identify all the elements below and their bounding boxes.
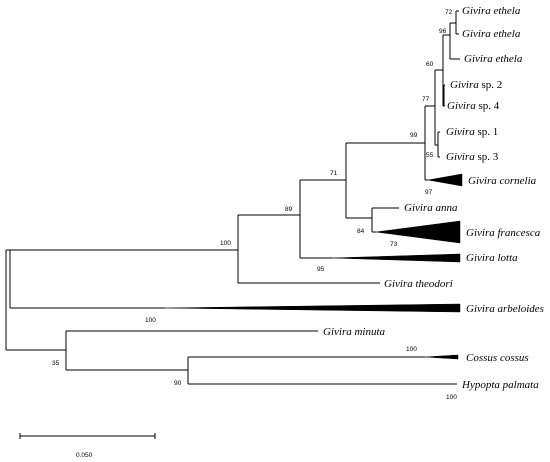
support-value-77: 77 xyxy=(422,96,430,103)
taxon-label-francesca: Givira francesca xyxy=(466,227,541,239)
support-value-35: 35 xyxy=(52,360,60,367)
scale-bar-label: 0.050 xyxy=(76,452,93,459)
scale-bar: 0.050 xyxy=(19,433,156,459)
taxon-label-sp4: Givira sp. 4 xyxy=(447,100,500,112)
taxon-label-ethela-1: Givira ethela xyxy=(462,5,521,17)
support-value-89: 89 xyxy=(285,206,293,213)
taxon-label-sp1: Givira sp. 1 xyxy=(446,126,498,138)
support-value-100-arbeloides: 100 xyxy=(145,317,156,324)
support-value-96: 96 xyxy=(439,28,447,35)
taxon-label-cornelia: Givira cornelia xyxy=(468,175,537,187)
taxon-label-cossus: Cossus cossus xyxy=(466,352,529,364)
support-value-100-root: 100 xyxy=(220,240,231,247)
support-value-84: 84 xyxy=(357,228,365,235)
support-value-60: 60 xyxy=(426,61,434,68)
taxon-label-sp2: Givira sp. 2 xyxy=(450,79,502,91)
collapsed-clades xyxy=(164,173,463,360)
support-value-100-cossus: 100 xyxy=(406,346,417,353)
clade-arbeloides xyxy=(164,303,461,313)
support-value-90: 90 xyxy=(174,380,182,387)
clade-lotta xyxy=(331,253,461,263)
scale-bar-line xyxy=(19,433,156,439)
taxon-labels: Givira ethela Givira ethela Givira ethel… xyxy=(323,5,544,391)
taxon-label-ethela-3: Givira ethela xyxy=(464,53,523,65)
taxon-label-lotta: Givira lotta xyxy=(466,252,518,264)
support-value-95: 95 xyxy=(317,266,325,273)
support-values: 72 96 60 77 99 55 97 71 89 84 73 100 95 … xyxy=(52,9,457,401)
taxon-label-hypopta: Hypopta palmata xyxy=(461,379,539,391)
tree-branches xyxy=(5,10,460,385)
taxon-label-anna: Givira anna xyxy=(404,202,458,214)
support-value-100-hypopta: 100 xyxy=(446,394,457,401)
taxon-label-sp3: Givira sp. 3 xyxy=(446,151,499,163)
taxon-label-theodori: Givira theodori xyxy=(384,278,453,290)
taxon-label-arbeloides: Givira arbeloides xyxy=(466,303,544,315)
clade-cossus xyxy=(424,354,459,360)
taxon-label-minuta: Givira minuta xyxy=(323,326,386,338)
support-value-72: 72 xyxy=(445,9,453,16)
clade-francesca xyxy=(375,220,461,244)
support-value-97: 97 xyxy=(425,189,433,196)
support-value-71: 71 xyxy=(330,170,338,177)
taxon-label-ethela-2: Givira ethela xyxy=(462,28,521,40)
support-value-73: 73 xyxy=(390,241,398,248)
support-value-55: 55 xyxy=(426,152,434,159)
support-value-99: 99 xyxy=(410,132,418,139)
clade-cornelia xyxy=(427,173,463,187)
